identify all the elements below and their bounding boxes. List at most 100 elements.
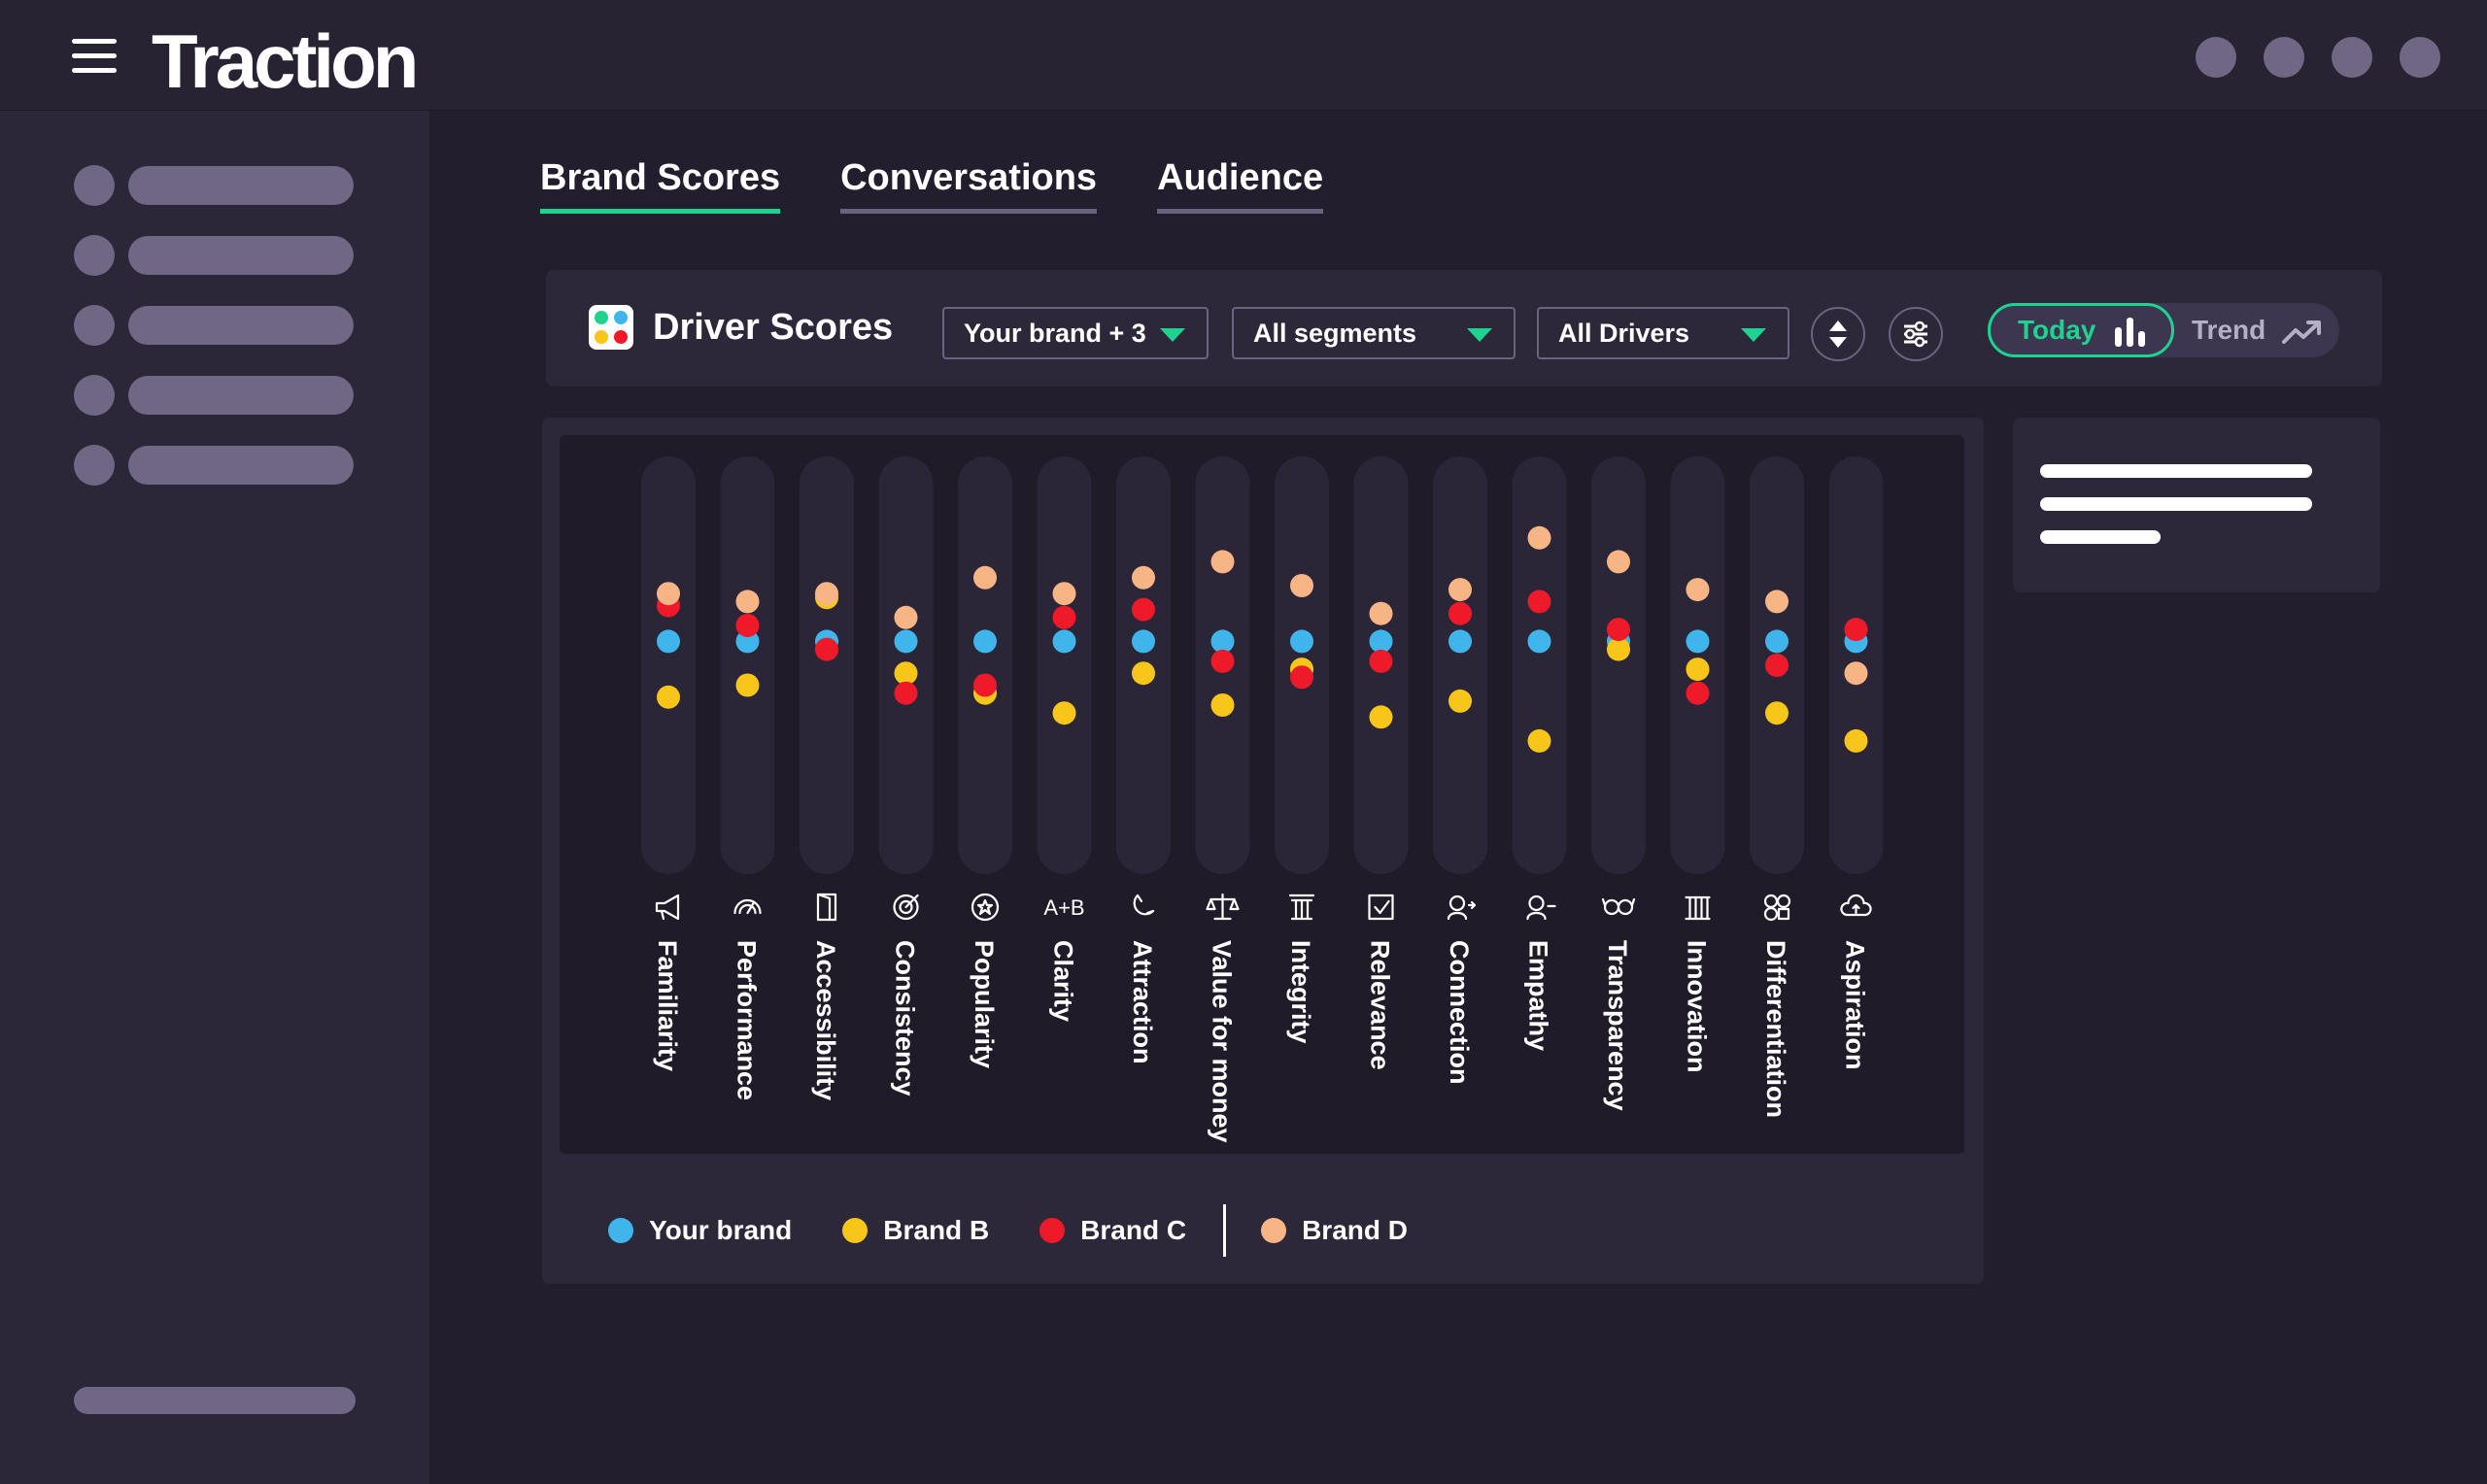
data-point-brand-d [1290, 574, 1313, 597]
legend-swatch [608, 1218, 633, 1243]
tab-audience[interactable]: Audience [1157, 157, 1324, 214]
sidebar-item-placeholder[interactable] [74, 165, 354, 206]
driver-label-relevance: Relevance [1366, 940, 1395, 1070]
sidebar-label-placeholder [128, 236, 354, 275]
data-point-brand-c [1210, 649, 1235, 673]
data-point-brand-b [1844, 728, 1868, 753]
top-avatar-placeholder[interactable] [2264, 37, 2304, 78]
data-point-brand-c [1527, 590, 1551, 614]
data-point-brand-c [1607, 618, 1630, 642]
sidebar-icon-placeholder [74, 445, 115, 486]
legend-label: Your brand [649, 1215, 793, 1245]
legend-divider [1223, 1204, 1227, 1257]
data-point-your-brand [1527, 629, 1551, 654]
data-point-brand-b [1448, 689, 1472, 713]
driver-select[interactable]: All Drivers [1537, 307, 1789, 359]
data-point-brand-d [1132, 565, 1155, 590]
data-point-brand-c [735, 614, 760, 637]
chevron-down-icon [1160, 328, 1185, 342]
checkbox-icon [1368, 894, 1394, 921]
data-point-brand-d [1607, 550, 1630, 574]
today-toggle[interactable]: Today [1988, 303, 2174, 357]
app-logo: Traction [152, 18, 419, 104]
driver-scores-toolbar: Driver Scores Your brand + 3 All segment… [546, 270, 2382, 387]
data-point-brand-d [1844, 661, 1868, 686]
data-point-your-brand [1369, 629, 1393, 654]
legend-item-brand-c[interactable]: Brand C [1039, 1215, 1186, 1246]
driver-scores-chart: Familiarity Performance Accessibility Consi… [641, 456, 1884, 1143]
glasses-icon [1601, 897, 1636, 916]
legend-label: Brand C [1080, 1215, 1187, 1245]
top-avatar-placeholder[interactable] [2196, 37, 2236, 78]
data-point-brand-b [1052, 701, 1076, 725]
hamburger-menu-icon[interactable] [72, 39, 117, 74]
segment-select-value: All segments [1253, 319, 1417, 348]
data-point-brand-d [735, 590, 760, 614]
segment-select[interactable]: All segments [1232, 307, 1516, 359]
data-point-your-brand [973, 629, 997, 654]
sidebar-label-placeholder [128, 306, 354, 345]
legend-item-brand-d[interactable]: Brand D [1261, 1215, 1408, 1246]
driver-label-attraction: Attraction [1128, 940, 1157, 1064]
text-line-placeholder [2040, 497, 2312, 511]
data-point-brand-b [894, 661, 918, 686]
driver-track [1591, 456, 1646, 874]
driver-label-empathy: Empathy [1524, 940, 1553, 1051]
sidebar-item-placeholder[interactable] [74, 375, 354, 416]
data-point-brand-b [1686, 658, 1710, 682]
shapes-icon [1763, 894, 1791, 922]
driver-label-accessibility: Accessibility [811, 940, 840, 1100]
sidebar-label-placeholder [128, 376, 354, 415]
data-point-brand-c [815, 637, 838, 661]
megaphone-icon [655, 894, 680, 921]
sidebar-item-placeholder[interactable] [74, 445, 354, 486]
driver-label-integrity: Integrity [1286, 940, 1315, 1044]
today-label: Today [2018, 315, 2096, 345]
sidebar-icon-placeholder [74, 305, 115, 346]
driver-track [1433, 456, 1487, 874]
chart-area: Familiarity Performance Accessibility Consi… [560, 435, 1964, 1154]
sort-button[interactable] [1811, 307, 1865, 361]
trend-label: Trend [2192, 315, 2266, 345]
data-point-brand-b [1132, 661, 1155, 686]
filter-button[interactable] [1889, 307, 1943, 361]
driver-label-differentiation: Differentiation [1761, 940, 1790, 1118]
driver-label-transparency: Transparency [1603, 940, 1632, 1111]
person-connect-icon [1447, 894, 1477, 921]
data-point-brand-c [973, 673, 997, 697]
data-point-your-brand [1765, 629, 1789, 654]
data-point-brand-b [735, 673, 760, 697]
trend-toggle[interactable]: Trend [2192, 303, 2324, 357]
legend-item-brand-b[interactable]: Brand B [842, 1215, 989, 1246]
trend-up-icon [2282, 320, 2322, 344]
driver-label-clarity: Clarity [1049, 940, 1078, 1022]
top-avatar-placeholder[interactable] [2332, 37, 2372, 78]
driver-track [1037, 456, 1092, 874]
tab-conversations[interactable]: Conversations [840, 157, 1098, 214]
data-point-brand-c [1844, 618, 1868, 642]
sidebar-icon-placeholder [74, 165, 115, 206]
driver-label-innovation: Innovation [1683, 940, 1712, 1073]
legend-label: Brand B [883, 1215, 990, 1245]
sidebar-footer-placeholder[interactable] [74, 1387, 356, 1414]
brand-select[interactable]: Your brand + 3 [942, 307, 1209, 359]
legend-item-your-brand[interactable]: Your brand [608, 1215, 792, 1246]
data-point-brand-c [1448, 601, 1472, 625]
person-heart-icon [1526, 894, 1556, 921]
tab-brand-scores[interactable]: Brand Scores [540, 157, 781, 214]
legend-swatch [842, 1218, 869, 1243]
door-icon [816, 893, 837, 922]
data-point-brand-d [1448, 578, 1472, 602]
top-avatar-placeholder[interactable] [2400, 37, 2440, 78]
sidebar-label-placeholder [128, 446, 354, 485]
driver-track [720, 456, 775, 874]
sidebar-item-placeholder[interactable] [74, 235, 354, 276]
data-point-your-brand [1448, 629, 1472, 654]
legend-label: Brand D [1302, 1215, 1408, 1245]
magnet-icon [1133, 894, 1155, 916]
data-point-brand-c [1686, 681, 1710, 705]
sidebar-label-placeholder [128, 166, 354, 205]
top-right-placeholders [2196, 37, 2440, 78]
sidebar-item-placeholder[interactable] [74, 305, 354, 346]
driver-label-connection: Connection [1445, 940, 1474, 1085]
